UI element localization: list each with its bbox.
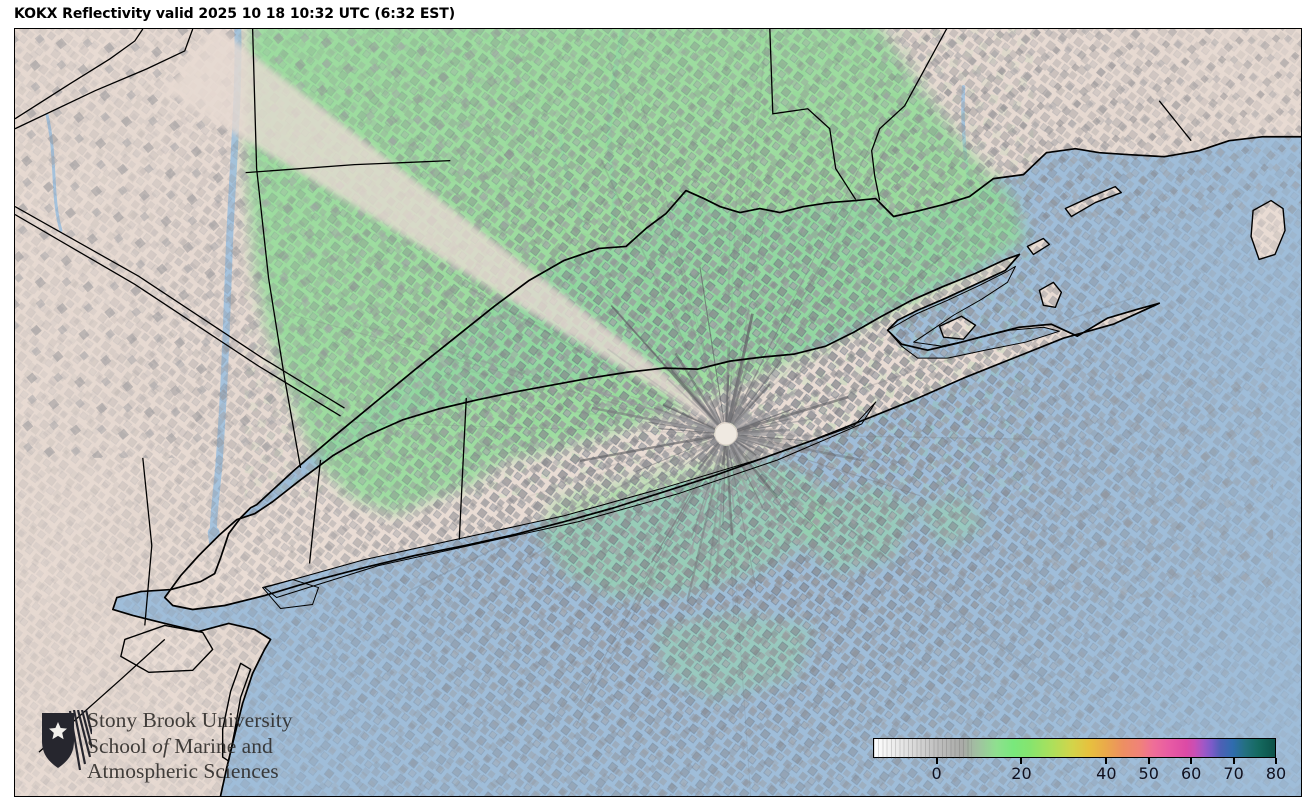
radar-site-dot bbox=[714, 422, 738, 446]
colorbar-tick bbox=[1147, 758, 1150, 764]
radar-spokes bbox=[292, 29, 1135, 796]
beam-blockage-wedge bbox=[164, 29, 732, 431]
colorbar-tick-label: 80 bbox=[1265, 764, 1287, 783]
colorbar-tick bbox=[1105, 758, 1108, 764]
radar-map bbox=[14, 28, 1302, 797]
colorbar-tick bbox=[935, 758, 938, 764]
colorbar-tick-label: 70 bbox=[1223, 764, 1244, 783]
colorbar-tick bbox=[1190, 758, 1193, 764]
colorbar-striations bbox=[874, 739, 972, 759]
colorbar-tick bbox=[1020, 758, 1023, 764]
colorbar-tick-label: 60 bbox=[1180, 764, 1202, 783]
colorbar-tick-label: 0 bbox=[931, 764, 942, 783]
colorbar-tick-label: 40 bbox=[1096, 764, 1117, 783]
reflectivity-colorbar: 0 20 40 50 60 70 80 bbox=[873, 738, 1286, 784]
colorbar-gradient bbox=[873, 738, 1276, 759]
colorbar-tick-label: 20 bbox=[1011, 764, 1032, 783]
page-title: KOKX Reflectivity valid 2025 10 18 10:32… bbox=[14, 6, 456, 22]
radar-map-canvas bbox=[15, 29, 1301, 796]
colorbar-tick-label: 50 bbox=[1138, 764, 1159, 783]
colorbar-tick bbox=[1232, 758, 1235, 764]
colorbar-tick bbox=[1275, 758, 1277, 764]
